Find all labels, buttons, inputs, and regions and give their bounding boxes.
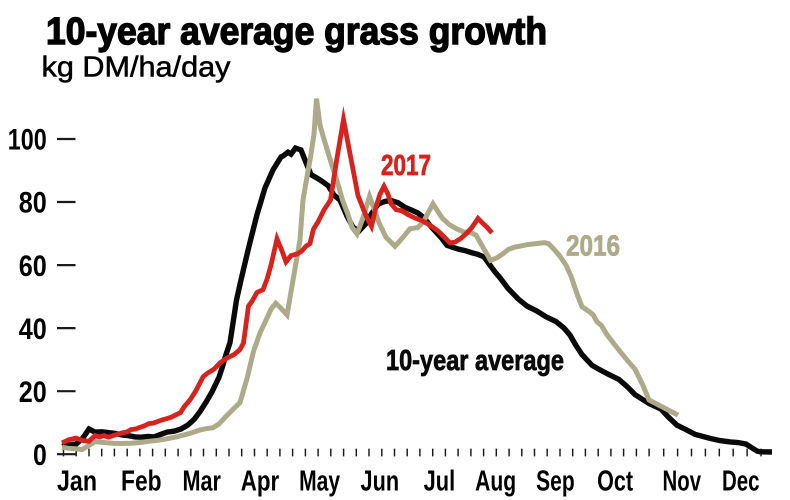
svg-text:Jun: Jun	[361, 465, 400, 497]
svg-text:Aug: Aug	[475, 465, 516, 497]
svg-text:40: 40	[19, 313, 47, 346]
svg-text:60: 60	[19, 250, 47, 283]
svg-text:2017: 2017	[381, 150, 431, 182]
svg-text:Apr: Apr	[241, 465, 280, 497]
svg-text:20: 20	[19, 376, 47, 409]
svg-text:Oct: Oct	[597, 465, 633, 497]
svg-text:Dec: Dec	[722, 465, 760, 497]
svg-text:100: 100	[8, 124, 47, 157]
svg-text:0: 0	[33, 439, 47, 472]
svg-text:Mar: Mar	[182, 465, 221, 497]
svg-text:May: May	[299, 465, 340, 497]
svg-text:10-year average: 10-year average	[386, 345, 564, 377]
svg-text:Nov: Nov	[663, 465, 702, 497]
svg-text:10-year average grass growth: 10-year average grass growth	[46, 11, 547, 53]
svg-text:Sep: Sep	[536, 465, 575, 497]
svg-text:2016: 2016	[566, 231, 620, 263]
svg-text:Jan: Jan	[57, 465, 97, 497]
svg-text:Feb: Feb	[121, 465, 162, 497]
svg-text:kg DM/ha/day: kg DM/ha/day	[42, 52, 232, 84]
svg-text:80: 80	[19, 187, 47, 220]
svg-text:Jul: Jul	[424, 465, 456, 497]
